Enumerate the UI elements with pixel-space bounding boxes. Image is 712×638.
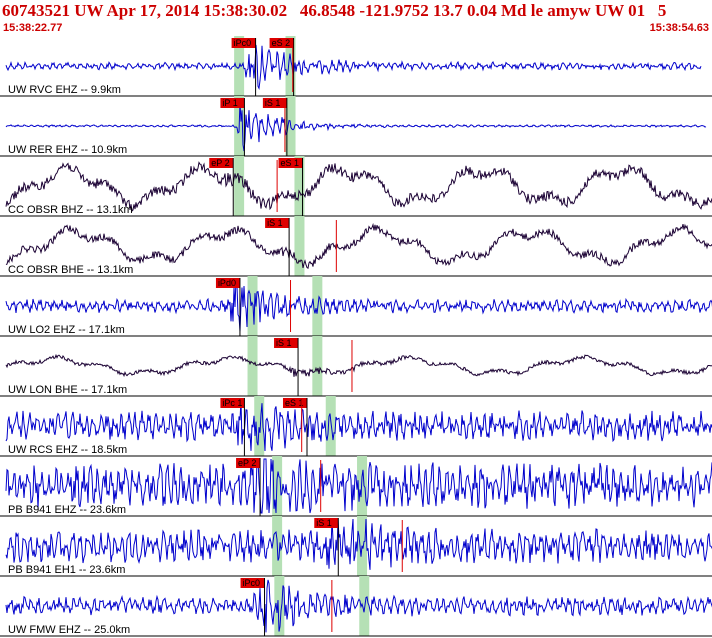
station-label-7: PB B941 EHZ -- 23.6km: [8, 504, 126, 516]
pick-label-2-0: eP 2: [211, 158, 229, 168]
station-label-4: UW LO2 EHZ -- 17.1km: [8, 324, 125, 336]
pick-box-3-0: [265, 218, 290, 228]
pick-label-1-1: iS 1: [265, 98, 281, 108]
pick-label-1-0: iP 1: [222, 98, 237, 108]
station-label-9: UW FMW EHZ -- 25.0km: [8, 624, 130, 636]
label-layer: iPc0 eS 2 UW RVC EHZ -- 9.9km iP 1 iS 1 UW RE…: [8, 38, 403, 636]
pick-label-8-0: iS 1: [316, 518, 332, 528]
station-label-1: UW RER EHZ -- 10.9km: [8, 144, 127, 156]
pick-box-8-0: [314, 518, 339, 528]
s-window-9: [359, 576, 370, 636]
pick-box-6-1: [282, 398, 307, 408]
pick-label-2-1: eS 1: [281, 158, 300, 168]
trace-1: [5, 101, 707, 152]
station-label-3: CC OBSR BHE -- 13.1km: [8, 264, 133, 276]
pick-label-6-1: eS 1: [285, 398, 304, 408]
trace-6: [5, 398, 712, 452]
s-window-6: [325, 396, 336, 456]
trace-3: [5, 222, 712, 269]
s-window-5: [312, 336, 323, 396]
station-label-5: UW LON BHE -- 17.1km: [8, 384, 127, 396]
s-window-2: [294, 156, 305, 216]
pick-label-6-0: iPc 1: [222, 398, 242, 408]
pick-label-7-0: eP 2: [238, 458, 256, 468]
pick-box-1-1: [262, 98, 287, 108]
trace-4: [5, 278, 712, 332]
pick-box-5-0: [274, 338, 299, 348]
trace-0: [5, 44, 702, 90]
pick-label-0-0: iPc0: [234, 38, 252, 48]
pick-box-2-0: [209, 158, 234, 168]
pick-box-0-1: [269, 38, 294, 48]
start-time: 15:38:22.77: [3, 22, 63, 34]
pick-box-1-0: [220, 98, 245, 108]
p-window-2: [234, 156, 245, 216]
trace-8: [5, 518, 712, 570]
pick-label-5-0: iS 1: [276, 338, 292, 348]
seismogram-plot: iPc0 eS 2 UW RVC EHZ -- 9.9km iP 1 iS 1 UW RE…: [0, 36, 712, 637]
event-header: 60743521 UW Apr 17, 2014 15:38:30.02 46.…: [2, 1, 667, 20]
pick-box-7-0: [236, 458, 261, 468]
pick-box-2-1: [278, 158, 303, 168]
p-window-5: [247, 336, 258, 396]
s-window-3: [294, 216, 305, 276]
station-label-6: UW RCS EHZ -- 18.5km: [8, 444, 127, 456]
station-label-8: PB B941 EH1 -- 23.6km: [8, 564, 125, 576]
pick-label-3-0: iS 1: [267, 218, 283, 228]
pick-box-6-0: [220, 398, 245, 408]
pick-box-4-0: [215, 278, 240, 288]
station-label-2: CC OBSR BHZ -- 13.1km: [8, 204, 133, 216]
pick-label-0-1: eS 2: [272, 38, 291, 48]
s-window-4: [312, 276, 323, 336]
pick-label-9-0: iPc0: [243, 578, 261, 588]
end-time: 15:38:54.63: [649, 22, 709, 34]
p-window-4: [247, 276, 258, 336]
pick-box-9-0: [240, 578, 265, 588]
trace-9: [5, 579, 712, 633]
trace-7: [5, 458, 712, 514]
station-label-0: UW RVC EHZ -- 9.9km: [8, 84, 121, 96]
trace-5: [5, 353, 712, 378]
pick-label-4-0: iPd0: [218, 278, 236, 288]
trace-2: [5, 161, 712, 213]
p-window-6: [254, 396, 265, 456]
p-window-9: [274, 576, 285, 636]
s-window-0: [285, 36, 296, 96]
trace-layer: [5, 44, 712, 633]
pick-box-0-0: [231, 38, 256, 48]
